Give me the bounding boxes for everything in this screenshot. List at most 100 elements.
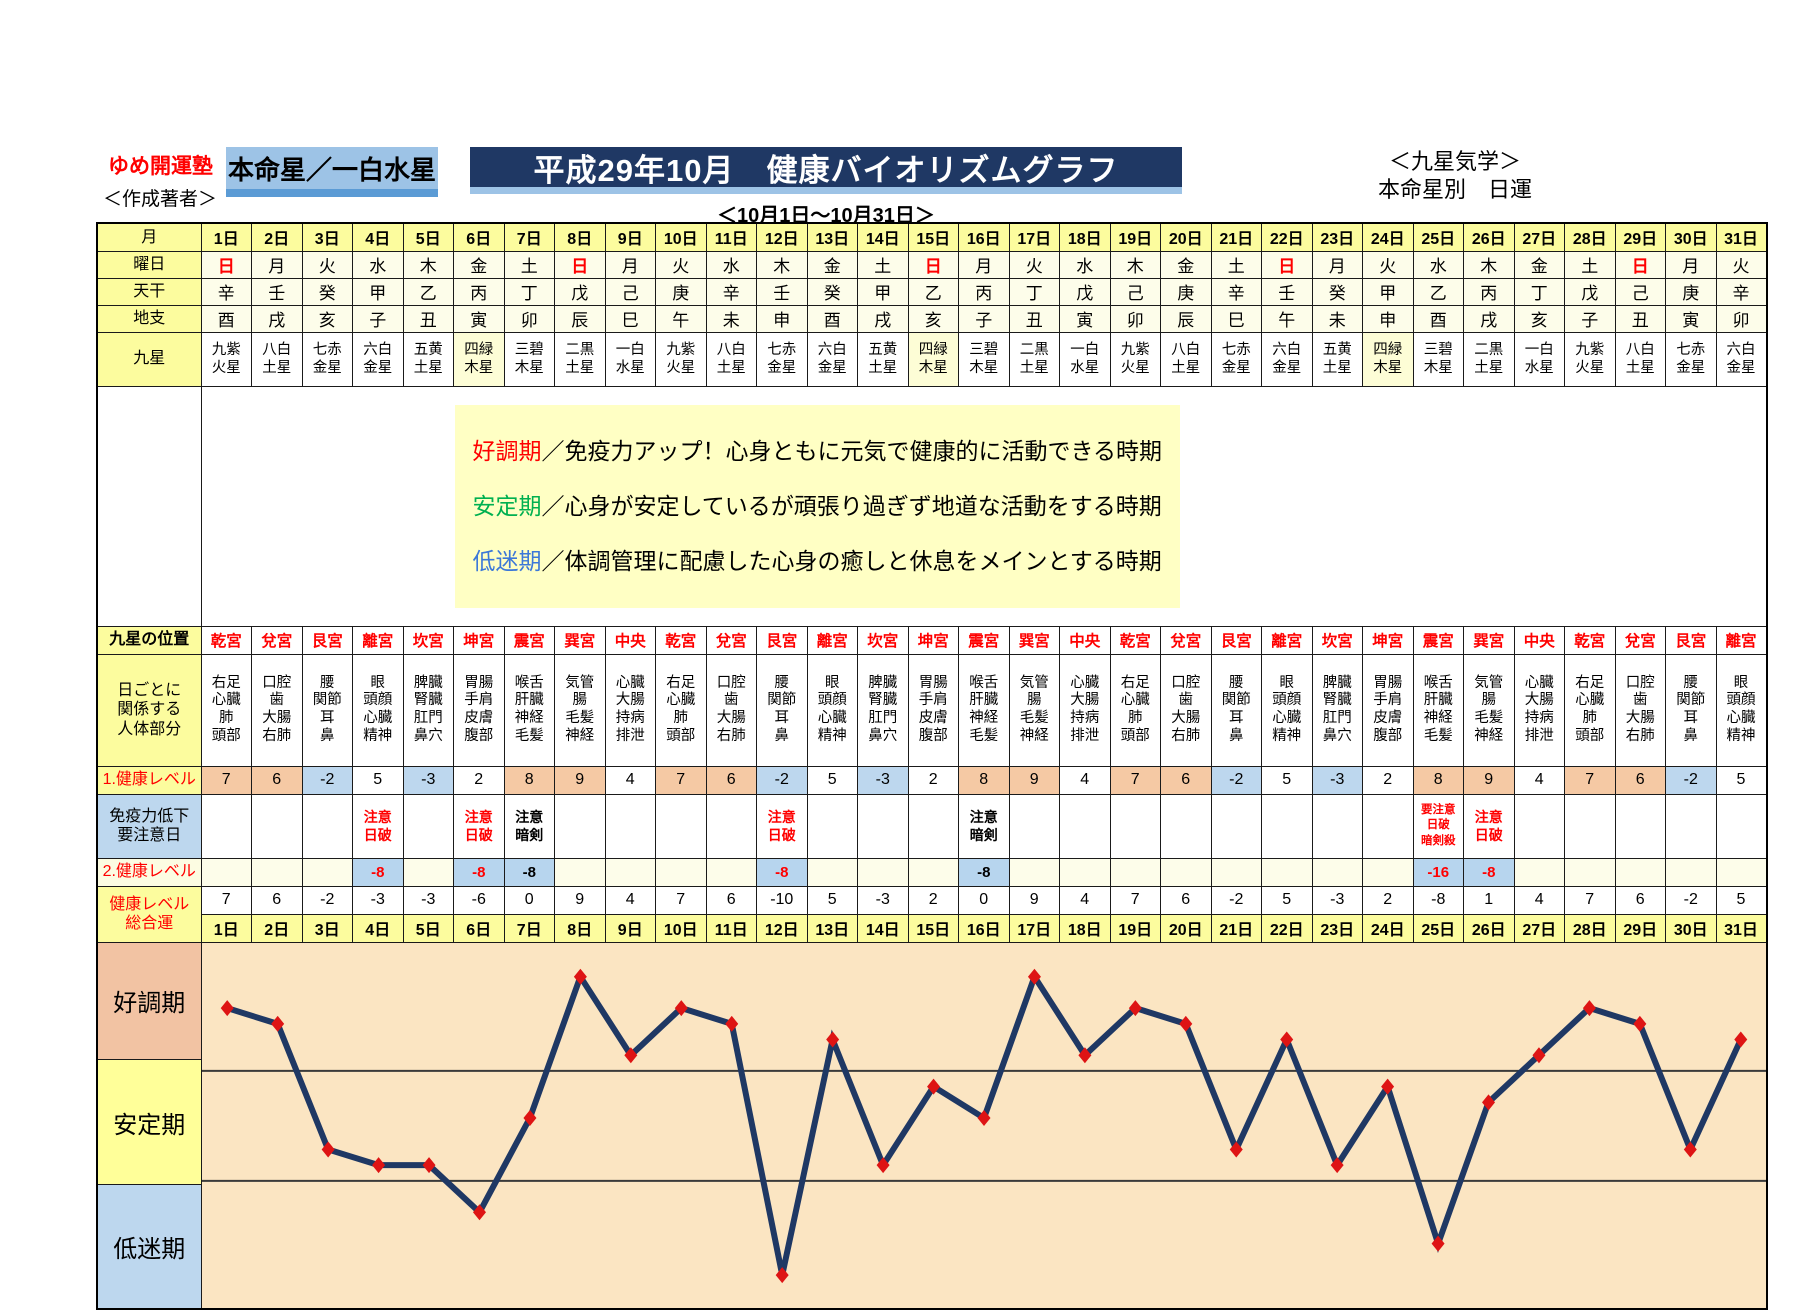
total-level-cell: -2 [301,885,353,915]
health-level1-cell: 4 [1513,765,1565,795]
weekday-cell: 月 [251,250,303,279]
chishi-cell: 未 [1311,304,1363,333]
kyusei-cell: 四緑 木星 [453,331,505,387]
kyusei-cell: 九紫 火星 [655,331,707,387]
health-level1-cell: 8 [503,765,555,795]
page-header: ゆめ開運塾 ＜作成著者＞ 本命星／一白水星 平成29年10月 健康バイオリズムグ… [0,0,1800,227]
bodyparts-cell: 喉舌 肝臓 神経 毛髪 [958,653,1010,767]
kyusei-cell: 八白 土星 [1614,331,1666,387]
biorhythm-line-chart [201,960,1766,1291]
kyusei-cell: 九紫 火星 [200,331,252,387]
health-level1-cell: 9 [1463,765,1515,795]
bodyparts-cell: 心臓 大腸 持病 排泄 [1513,653,1565,767]
date-cell-bottom: 21日 [1210,913,1262,943]
tenkan-cell: 庚 [1665,277,1717,306]
bodyparts-cell: 腰 関節 耳 鼻 [301,653,353,767]
kyusei-cell: 六白 金星 [352,331,404,387]
bodyparts-cell: 右足 心臓 肺 頭部 [200,653,252,767]
health-level2-cell [1210,857,1262,887]
caution-cell: 注意 暗剣 [503,793,555,859]
date-cell-bottom: 2日 [251,913,303,943]
chishi-cell: 辰 [1160,304,1212,333]
weekday-cell: 日 [554,250,606,279]
total-level-cell: 7 [1109,885,1161,915]
chishi-cell: 子 [958,304,1010,333]
position-cell: 坤宮 [453,625,505,655]
kyusei-kigaku-line2: 本命星別 日運 [1377,177,1532,202]
caution-cell [402,793,454,859]
weekday-cell: 木 [1463,250,1515,279]
position-cell: 震宮 [503,625,555,655]
health-level1-cell: 7 [200,765,252,795]
tenkan-cell: 壬 [1261,277,1313,306]
date-cell-bottom: 15日 [907,913,959,943]
date-cell-bottom: 13日 [806,913,858,943]
bodyparts-cell: 眼 頭顔 心臓 精神 [1261,653,1313,767]
health-level2-cell [1665,857,1717,887]
kyusei-cell: 一白 水星 [1513,331,1565,387]
chishi-cell: 亥 [907,304,959,333]
weekday-cell: 火 [1008,250,1060,279]
weekday-cell: 月 [1665,250,1717,279]
weekday-cell: 土 [503,250,555,279]
caution-cell: 注意 日破 [352,793,404,859]
chishi-cell: 酉 [200,304,252,333]
tenkan-cell: 辛 [705,277,757,306]
bodyparts-cell: 口腔 歯 大腸 右肺 [1614,653,1666,767]
legend-term-kochoki: 好調期 [472,437,542,464]
position-cell: 艮宮 [1665,625,1717,655]
bodyparts-cell: 気管 腸 毛髪 神経 [1008,653,1060,767]
kyusei-cell: 六白 金星 [1261,331,1313,387]
health-level1-cell: 7 [655,765,707,795]
position-cell: 離宮 [806,625,858,655]
position-cell: 坤宮 [1362,625,1414,655]
health-level2-cell: -8 [352,857,404,887]
chishi-cell: 卯 [1109,304,1161,333]
caution-cell: 注意 日破 [756,793,808,859]
position-cell: 艮宮 [1210,625,1262,655]
chishi-cell: 子 [352,304,404,333]
total-level-cell: 6 [705,885,757,915]
caution-cell [1564,793,1616,859]
health-level2-cell [857,857,909,887]
total-level-cell: 2 [907,885,959,915]
health-level1-cell: 6 [705,765,757,795]
date-range-subtitle: ＜10月1日～10月31日＞ [717,205,935,227]
caution-cell [1614,793,1666,859]
weekday-cell: 金 [1160,250,1212,279]
weekday-cell: 日 [1614,250,1666,279]
weekday-cell: 火 [1715,250,1767,279]
bodyparts-cell: 口腔 歯 大腸 右肺 [251,653,303,767]
bodyparts-cell: 眼 頭顔 心臓 精神 [1715,653,1767,767]
total-level-cell: 6 [1160,885,1212,915]
chishi-cell: 申 [1362,304,1414,333]
health-level1-cell: 5 [352,765,404,795]
health-level2-cell [1160,857,1212,887]
bodyparts-cell: 胃腸 手肩 皮膚 腹部 [907,653,959,767]
date-cell: 2日 [251,222,303,252]
legend-desc-teimeiki: ／体調管理に配慮した心身の癒しと休息をメインとする時期 [541,547,1162,574]
chishi-cell: 子 [1564,304,1616,333]
health-level2-cell: -8 [1463,857,1515,887]
kyusei-cell: 五黄 土星 [1311,331,1363,387]
caution-cell [1665,793,1717,859]
total-level-cell: 6 [1614,885,1666,915]
date-cell-bottom: 12日 [756,913,808,943]
date-cell-bottom: 8日 [554,913,606,943]
chishi-cell: 亥 [1513,304,1565,333]
date-cell-bottom: 26日 [1463,913,1515,943]
caution-cell [1513,793,1565,859]
health-level1-cell: -2 [1210,765,1262,795]
date-cell: 7日 [503,222,555,252]
chishi-cell: 卯 [1715,304,1767,333]
position-cell: 巽宮 [1008,625,1060,655]
health-level1-cell: -2 [301,765,353,795]
date-cell-bottom: 18日 [1059,913,1111,943]
chishi-cell: 酉 [1412,304,1464,333]
date-cell: 5日 [402,222,454,252]
legend-term-anteiki: 安定期 [472,492,542,519]
caution-cell [907,793,959,859]
total-level-cell: 7 [655,885,707,915]
health-level1-cell: 5 [1715,765,1767,795]
position-cell: 坤宮 [907,625,959,655]
